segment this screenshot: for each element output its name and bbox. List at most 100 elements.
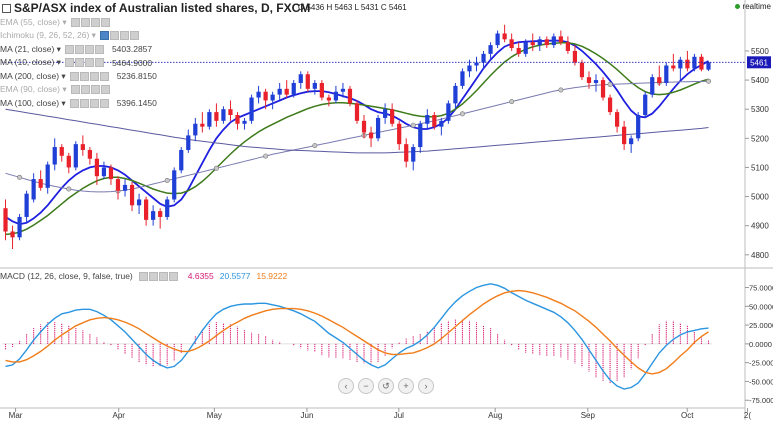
time-tick-label: Apr: [112, 411, 125, 420]
candle-body: [516, 48, 521, 54]
indicator-add-button[interactable]: [89, 71, 99, 81]
indicator-remove-button[interactable]: [94, 44, 104, 54]
indicator-row[interactable]: Ichimoku (9, 26, 52, 26) ▾: [0, 30, 139, 42]
indicator-visibility-button[interactable]: [80, 17, 90, 27]
indicator-row[interactable]: EMA (55, close) ▾: [0, 16, 110, 28]
candle-body: [263, 91, 268, 101]
indicator-add-button[interactable]: [84, 58, 94, 67]
price-tick-label: 5100: [751, 163, 769, 172]
candle-body: [214, 112, 219, 121]
indicator-visibility-button[interactable]: [74, 44, 84, 54]
ma100-marker: [213, 165, 219, 171]
price-tick-label: 5300: [751, 105, 769, 114]
ma100-marker: [459, 111, 465, 117]
candle-body: [495, 33, 500, 46]
indicator-settings-button[interactable]: [64, 44, 74, 54]
indicator-row[interactable]: EMA (90, close) ▾: [0, 84, 110, 96]
indicator-controls: [69, 71, 109, 81]
zoom-in-button[interactable]: +: [398, 378, 414, 394]
indicator-add-button[interactable]: [119, 31, 129, 40]
indicator-controls: [99, 31, 139, 40]
macd-line: [5, 283, 709, 390]
price-tick-label: 5000: [751, 193, 769, 202]
indicator-add-button[interactable]: [90, 85, 100, 94]
indicator-visibility-button[interactable]: [79, 98, 89, 108]
candle-body: [284, 88, 289, 95]
macd-add-button[interactable]: [158, 271, 168, 281]
candle-body: [607, 97, 613, 113]
indicator-row[interactable]: MA (200, close) ▾ 5236.8150: [0, 70, 157, 82]
candle-body: [397, 123, 402, 145]
candle-body: [439, 120, 444, 127]
candle-body: [579, 62, 585, 78]
indicator-remove-button[interactable]: [99, 71, 109, 81]
macd-histogram-value: 4.6355: [187, 271, 214, 281]
indicator-settings-button[interactable]: [69, 71, 79, 81]
candle-body: [31, 179, 36, 200]
zoom-out-button[interactable]: −: [358, 378, 374, 394]
macd-tick-label: -75.0000: [749, 396, 773, 405]
indicator-settings-button[interactable]: [64, 58, 74, 67]
indicator-remove-button[interactable]: [100, 85, 110, 94]
indicator-value: 5236.8150: [116, 71, 157, 81]
candle-body: [38, 179, 43, 188]
macd-tick-label: 50.0000: [749, 302, 773, 311]
candle-body: [312, 82, 317, 89]
macd-remove-button[interactable]: [168, 271, 178, 281]
candle-body: [221, 109, 226, 121]
candle-body: [530, 42, 535, 46]
chart-title-bar: S&P/ASX index of Australian listed share…: [0, 0, 310, 16]
reset-button[interactable]: ↺: [378, 378, 394, 394]
indicator-remove-button[interactable]: [100, 17, 110, 27]
indicator-settings-button[interactable]: [70, 85, 80, 94]
candle-body: [425, 115, 430, 124]
candle-body: [565, 42, 570, 51]
last-price-label: 5461: [750, 58, 768, 67]
indicator-remove-button[interactable]: [94, 58, 104, 67]
candle-body: [172, 170, 177, 200]
indicator-remove-button[interactable]: [129, 31, 139, 40]
candle-body: [481, 53, 486, 63]
indicator-settings-button[interactable]: [70, 17, 80, 27]
indicator-controls: [70, 17, 110, 27]
scroll-left-button[interactable]: ‹: [338, 378, 354, 394]
candle-body: [446, 103, 451, 121]
candle-body: [101, 167, 107, 177]
candle-body: [52, 147, 57, 165]
indicator-label: EMA (55, close) ▾: [0, 16, 67, 27]
indicator-remove-button[interactable]: [99, 98, 109, 108]
indicator-add-button[interactable]: [89, 98, 99, 108]
time-tick-label: May: [207, 411, 222, 420]
candle-body: [94, 158, 100, 177]
indicator-visibility-button[interactable]: [79, 71, 89, 81]
time-tick-label: Jun: [301, 411, 314, 420]
scroll-right-button[interactable]: ›: [418, 378, 434, 394]
indicator-visibility-button[interactable]: [109, 31, 119, 40]
macd-tick-label: -25.0000: [749, 359, 773, 368]
indicator-settings-button[interactable]: [99, 31, 109, 40]
indicator-visibility-button[interactable]: [80, 85, 90, 94]
macd-visibility-button[interactable]: [148, 271, 158, 281]
indicator-add-button[interactable]: [90, 17, 100, 27]
indicator-row[interactable]: MA (21, close) ▾ 5403.2857: [0, 43, 152, 55]
indicator-add-button[interactable]: [84, 44, 94, 54]
time-tick-label: Sep: [581, 411, 596, 420]
candle-body: [298, 74, 303, 83]
candle-body: [122, 184, 128, 191]
macd-settings-button[interactable]: [138, 271, 148, 281]
indicator-row[interactable]: MA (100, close) ▾ 5396.1450: [0, 97, 157, 109]
collapse-square-icon[interactable]: [2, 3, 11, 13]
candle-body: [179, 149, 184, 171]
candle-body: [411, 147, 416, 162]
ma200-line: [5, 108, 709, 154]
candle-body: [558, 36, 563, 43]
candle-body: [235, 115, 240, 124]
candle-body: [242, 120, 247, 124]
indicator-visibility-button[interactable]: [74, 58, 84, 67]
candle-body: [706, 62, 711, 70]
indicator-row[interactable]: MA (10, close) ▾ 5464.9000: [0, 57, 152, 69]
candle-body: [678, 59, 683, 69]
indicator-settings-button[interactable]: [69, 98, 79, 108]
